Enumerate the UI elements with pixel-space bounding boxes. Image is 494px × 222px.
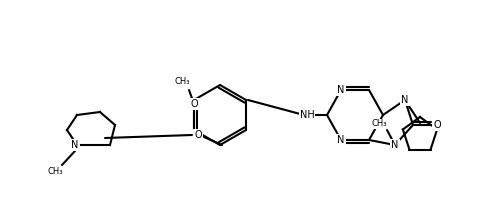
Text: N: N (391, 140, 399, 150)
Text: NH: NH (300, 110, 314, 120)
Text: CH₃: CH₃ (174, 77, 190, 87)
Text: O: O (194, 130, 202, 140)
Text: O: O (433, 120, 441, 130)
Text: N: N (71, 140, 79, 150)
Text: N: N (337, 85, 345, 95)
Text: O: O (190, 99, 198, 109)
Text: N: N (401, 95, 409, 105)
Text: CH₃: CH₃ (371, 119, 387, 129)
Text: N: N (337, 135, 345, 145)
Text: CH₃: CH₃ (47, 166, 63, 176)
